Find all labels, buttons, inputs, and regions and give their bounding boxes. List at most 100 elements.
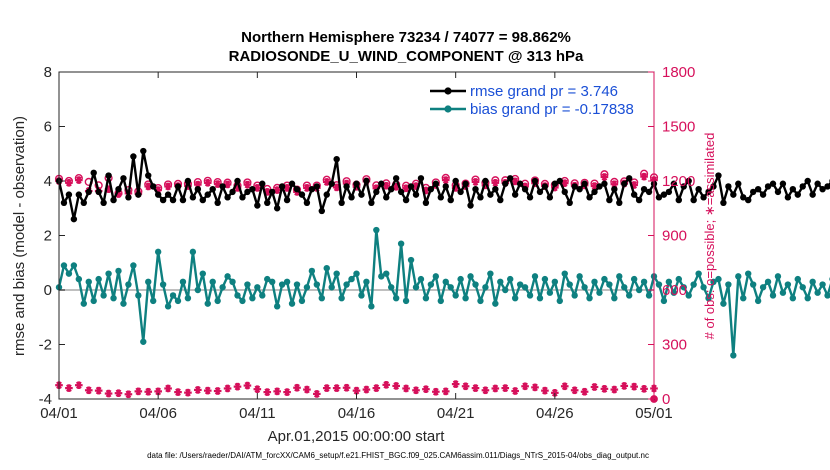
rmse-point [521, 185, 529, 193]
obs-low-assimilated-point [560, 382, 569, 391]
bias-point [809, 278, 816, 286]
bias-point [442, 278, 449, 286]
bias-point [645, 292, 653, 299]
bias-point [388, 284, 395, 291]
rmse-point [239, 194, 246, 201]
bias-point [705, 294, 712, 302]
obs-low-assimilated-point [362, 385, 371, 394]
rmse-point [526, 194, 534, 201]
rmse-point [779, 180, 787, 187]
bias-series [55, 226, 830, 359]
obs-low-assimilated-point [461, 382, 470, 391]
obs-low-assimilated-point [481, 386, 490, 395]
bias-point [204, 300, 211, 307]
obs-low-assimilated-point [243, 381, 252, 390]
rmse-point [363, 177, 370, 185]
rmse-point [745, 196, 752, 204]
rmse-point [749, 188, 757, 196]
obs-low-assimilated-point [293, 383, 301, 392]
rmse-point [769, 180, 777, 187]
x-axis: 04/01 04/06 04/11 04/16 04/21 04/26 05/01 [40, 72, 673, 422]
rmse-point [670, 180, 678, 187]
bias-point [328, 284, 335, 291]
bias-point [184, 294, 192, 302]
obs-low-assimilated-point [600, 384, 609, 393]
obs-low-assimilated-point [332, 384, 341, 392]
legend-rmse-label: rmse grand pr = 3.746 [470, 83, 618, 100]
bias-point [630, 275, 638, 283]
rmse-point [244, 188, 251, 196]
bias-point [229, 278, 236, 286]
rmse-point [308, 185, 316, 193]
obs-assimilated-point [164, 182, 172, 191]
obs-low-assimilated-point [511, 387, 519, 395]
rmse-point [65, 191, 73, 198]
bias-point [308, 267, 316, 275]
bias-point [720, 300, 727, 307]
bias-point [189, 248, 197, 256]
bias-point [437, 297, 444, 305]
rmse-point [492, 185, 499, 193]
rmse-point [442, 183, 449, 190]
bias-point [194, 286, 202, 294]
bias-point [586, 294, 593, 302]
bias-point [581, 284, 588, 291]
rmse-point [75, 191, 83, 198]
rmse-point [273, 205, 281, 212]
rmse-point [715, 172, 722, 179]
bias-point [576, 273, 583, 280]
bias-point [254, 284, 261, 291]
rmse-point [348, 194, 355, 201]
bias-point [745, 270, 752, 277]
obs-low-assimilated-point [233, 382, 242, 391]
rmse-point [680, 183, 687, 190]
bias-point [710, 278, 717, 286]
obs-low-assimilated-point [203, 386, 212, 395]
bias-point [754, 297, 762, 305]
bias-point [273, 303, 281, 310]
x-tick-label: 05/01 [635, 405, 673, 422]
bias-point [427, 281, 435, 288]
bias-point [288, 300, 296, 307]
bias-point [70, 262, 78, 269]
rmse-point [591, 188, 598, 196]
rmse-point [229, 188, 236, 196]
rmse-point [264, 199, 271, 206]
y2-tick-label: 1800 [662, 64, 695, 81]
bias-point [105, 270, 112, 277]
obs-assimilated-point [640, 172, 648, 181]
bias-point [353, 270, 360, 277]
rmse-point [392, 175, 400, 182]
bias-point [725, 281, 732, 288]
bias-point [764, 278, 772, 286]
obs-low-assimilated-point [174, 388, 182, 396]
rmse-point [730, 191, 737, 198]
bias-point [640, 278, 648, 286]
rmse-point [383, 194, 390, 201]
rmse-point [437, 194, 444, 201]
obs-low-assimilated-point [154, 387, 162, 396]
bias-point [452, 292, 459, 299]
rmse-point [511, 191, 519, 198]
obs-low-assimilated-point [392, 382, 400, 390]
x-tick-label: 04/16 [338, 405, 376, 422]
obs-assimilated-point [471, 178, 480, 186]
rmse-point [204, 191, 211, 198]
bias-point [392, 294, 400, 302]
obs-low-assimilated-point [283, 388, 291, 396]
rmse-series [55, 147, 830, 223]
bias-point [397, 240, 405, 247]
rmse-point [269, 188, 276, 196]
rmse-point [645, 188, 653, 196]
obs-low-assimilated-point [273, 387, 281, 396]
bias-point [635, 286, 643, 294]
bias-point [368, 303, 375, 310]
bias-point [333, 270, 340, 277]
bias-point [348, 275, 355, 283]
rmse-point [457, 188, 464, 196]
bias-point [695, 270, 702, 277]
bias-point [769, 292, 777, 299]
bias-point [150, 297, 157, 305]
bias-point [551, 278, 559, 286]
bias-point [740, 294, 747, 302]
